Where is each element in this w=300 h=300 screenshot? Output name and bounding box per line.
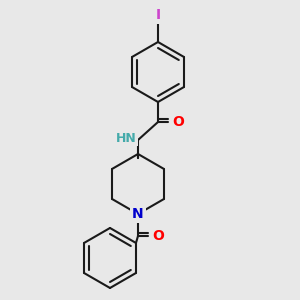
Text: N: N xyxy=(132,207,144,221)
Text: O: O xyxy=(152,229,164,243)
Text: I: I xyxy=(155,8,160,22)
Text: O: O xyxy=(172,115,184,129)
Text: HN: HN xyxy=(116,131,136,145)
